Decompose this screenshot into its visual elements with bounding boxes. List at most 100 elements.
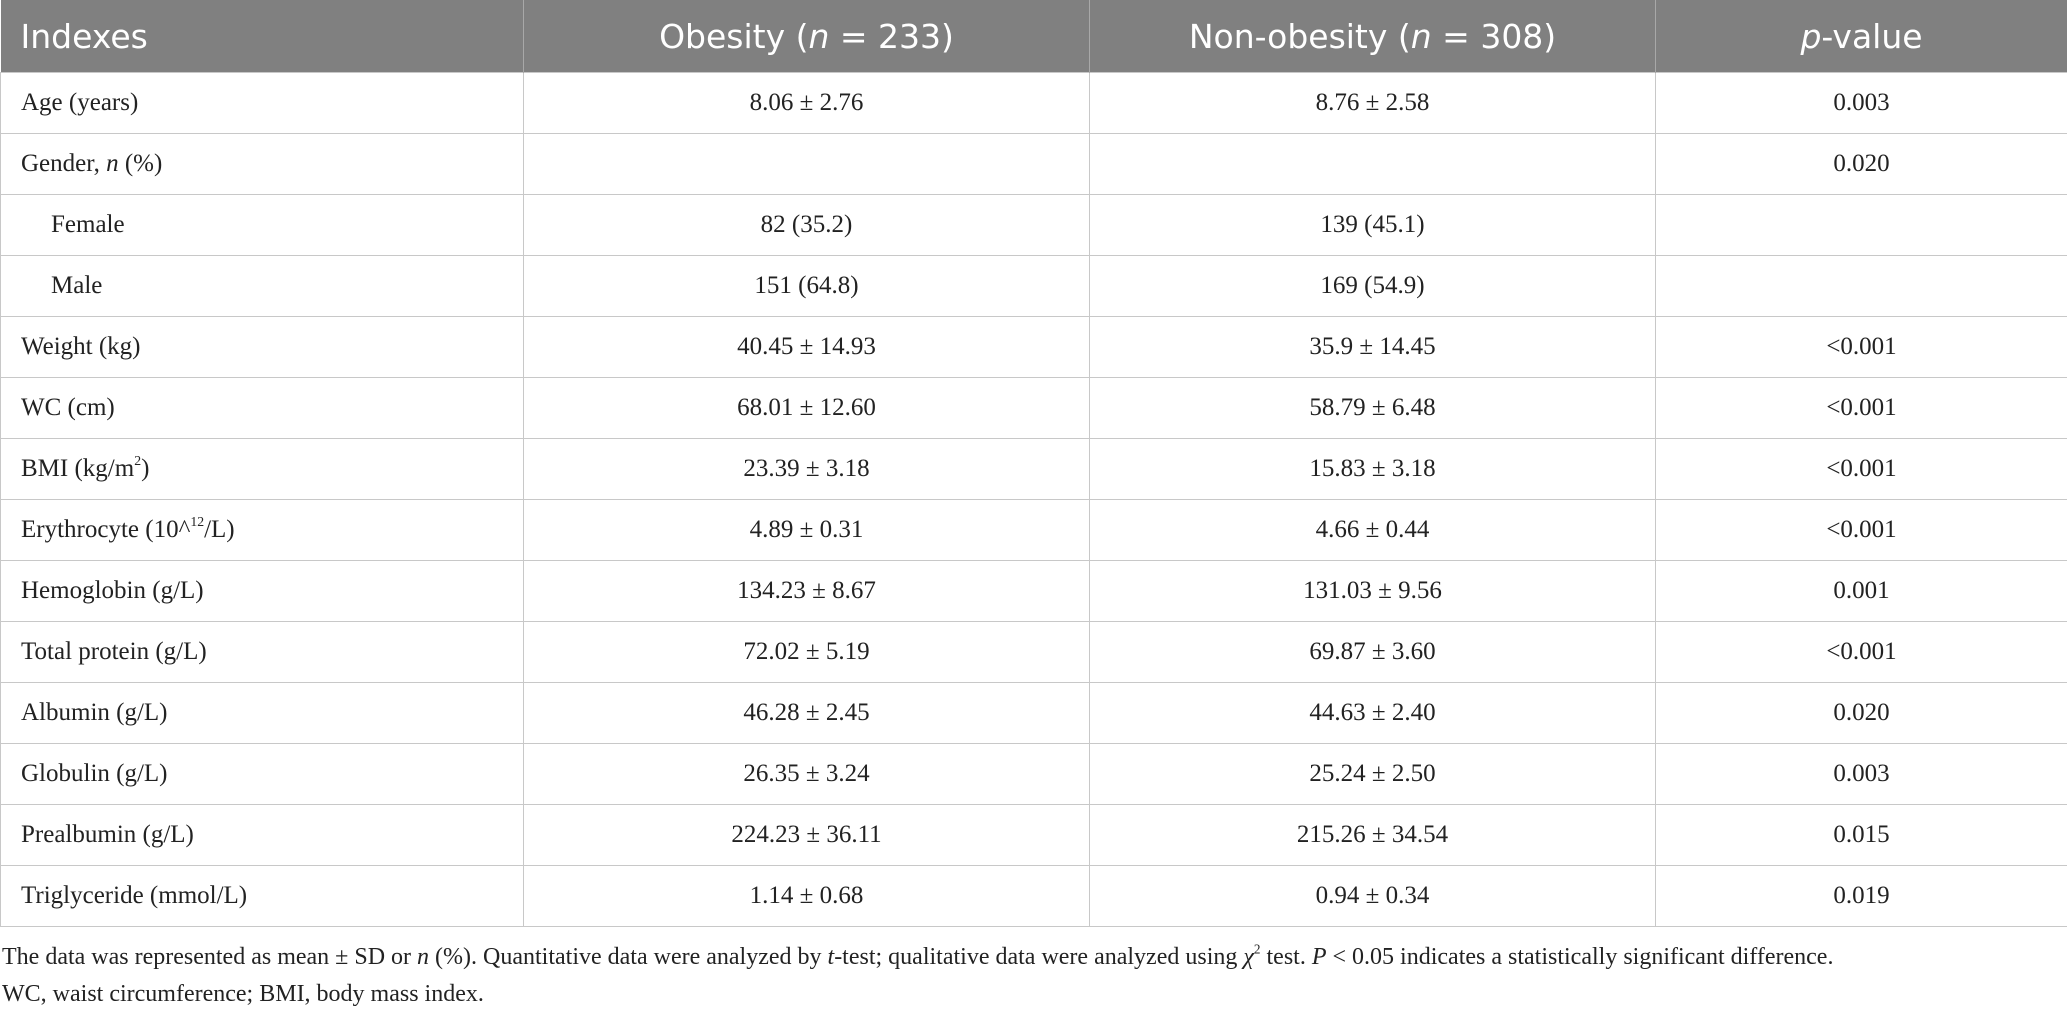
table-cell: 0.003: [1655, 72, 2067, 134]
table-cell: 68.01 ± 12.60: [523, 377, 1090, 439]
table-cell: 25.24 ± 2.50: [1089, 743, 1656, 805]
table-row: Albumin (g/L) 46.28 ± 2.45 44.63 ± 2.40 0.0…: [0, 682, 2067, 744]
table-cell: Albumin (g/L): [0, 682, 524, 744]
table-cell: 0.001: [1655, 560, 2067, 622]
data-table: Indexes Obesity (n = 233) Non-obesity (n =…: [0, 0, 2067, 927]
table-cell: Male: [0, 255, 524, 317]
table-cell: 82 (35.2): [523, 194, 1090, 256]
table-cell: 169 (54.9): [1089, 255, 1656, 317]
text-segment: (%). Quantitative data were analyzed by: [429, 944, 828, 970]
text-segment: Gender,: [21, 150, 107, 177]
table-cell: 215.26 ± 34.54: [1089, 804, 1656, 866]
table-cell: 69.87 ± 3.60: [1089, 621, 1656, 683]
table-row: Globulin (g/L) 26.35 ± 3.24 25.24 ± 2.50 0.…: [0, 743, 2067, 805]
table-row: BMI (kg/m2) 23.39 ± 3.18 15.83 ± 3.18 <0.00…: [0, 438, 2067, 500]
text-segment: n: [417, 944, 430, 970]
table-cell: <0.001: [1655, 621, 2067, 683]
text-segment: t: [827, 944, 835, 970]
table-cell: 15.83 ± 3.18: [1089, 438, 1656, 500]
table-cell: 72.02 ± 5.19: [523, 621, 1090, 683]
text-segment: n: [106, 150, 119, 177]
table-cell: 131.03 ± 9.56: [1089, 560, 1656, 622]
header-cell: Indexes: [0, 0, 524, 73]
table-cell: 1.14 ± 0.68: [523, 865, 1090, 927]
table-cell: 40.45 ± 14.93: [523, 316, 1090, 378]
table-cell: 151 (64.8): [523, 255, 1090, 317]
table-cell: Triglyceride (mmol/L): [0, 865, 524, 927]
footnote: The data was represented as mean ± SD or…: [0, 939, 2067, 1013]
table-cell: 44.63 ± 2.40: [1089, 682, 1656, 744]
text-segment: < 0.05 indicates a statistically signifi…: [1326, 944, 1834, 970]
table-row: Triglyceride (mmol/L) 1.14 ± 0.68 0.94 ± 0…: [0, 865, 2067, 927]
table-cell: WC (cm): [0, 377, 524, 439]
table-cell: Total protein (g/L): [0, 621, 524, 683]
table-cell: 134.23 ± 8.67: [523, 560, 1090, 622]
text-segment: n: [808, 16, 830, 56]
footnote-line: WC, waist circumference; BMI, body mass …: [2, 981, 484, 1007]
text-segment: p: [1800, 16, 1822, 56]
header-cell: p-value: [1655, 0, 2067, 73]
table-cell: <0.001: [1655, 438, 2067, 500]
table-cell: 8.76 ± 2.58: [1089, 72, 1656, 134]
header-row: Indexes Obesity (n = 233) Non-obesity (n =…: [0, 0, 2067, 73]
table-cell: 4.89 ± 0.31: [523, 499, 1090, 561]
table-row: Weight (kg) 40.45 ± 14.93 35.9 ± 14.45 <0.0…: [0, 316, 2067, 378]
text-segment: Obesity (: [659, 16, 809, 56]
footnote-line: The data was represented as mean ± SD or…: [2, 939, 2067, 976]
table-cell: 0.020: [1655, 682, 2067, 744]
table-row: Female 82 (35.2) 139 (45.1): [0, 194, 2067, 256]
table-cell: [1089, 133, 1656, 195]
table-row: Age (years) 8.06 ± 2.76 8.76 ± 2.58 0.003: [0, 72, 2067, 134]
table-cell: Female: [0, 194, 524, 256]
table-cell: Globulin (g/L): [0, 743, 524, 805]
table-cell: <0.001: [1655, 316, 2067, 378]
table-row: WC (cm) 68.01 ± 12.60 58.79 ± 6.48 <0.001: [0, 377, 2067, 439]
table-cell: <0.001: [1655, 377, 2067, 439]
table-row: Prealbumin (g/L) 224.23 ± 36.11 215.26 ± 3…: [0, 804, 2067, 866]
text-segment: 2: [134, 453, 142, 468]
table-cell: [1655, 194, 2067, 256]
table-cell: 0.015: [1655, 804, 2067, 866]
table-cell: [1655, 255, 2067, 317]
table-cell: 35.9 ± 14.45: [1089, 316, 1656, 378]
table-cell: 0.019: [1655, 865, 2067, 927]
text-segment: (%): [118, 150, 163, 177]
text-segment: BMI (kg/m: [21, 455, 135, 482]
table-cell: 46.28 ± 2.45: [523, 682, 1090, 744]
table-cell: 4.66 ± 0.44: [1089, 499, 1656, 561]
text-segment: = 233): [829, 16, 954, 56]
text-segment: The data was represented as mean ± SD or: [2, 944, 418, 970]
text-segment: Erythrocyte (10^: [21, 516, 191, 543]
table-cell: Hemoglobin (g/L): [0, 560, 524, 622]
text-segment: 12: [190, 514, 205, 529]
table-cell: Prealbumin (g/L): [0, 804, 524, 866]
table-cell: Erythrocyte (10^12/L): [0, 499, 524, 561]
text-segment: /L): [204, 516, 235, 543]
text-segment: = 308): [1431, 16, 1557, 56]
text-segment: 2: [1253, 941, 1261, 957]
table-body: Age (years) 8.06 ± 2.76 8.76 ± 2.58 0.003 Ge…: [0, 72, 2067, 927]
table-cell: 139 (45.1): [1089, 194, 1656, 256]
table-row: Male 151 (64.8) 169 (54.9): [0, 255, 2067, 317]
table-cell: BMI (kg/m2): [0, 438, 524, 500]
text-segment: test.: [1260, 944, 1312, 970]
text-segment: -value: [1821, 16, 1923, 56]
text-segment: ): [141, 455, 150, 482]
text-segment: n: [1410, 16, 1432, 56]
table-cell: 26.35 ± 3.24: [523, 743, 1090, 805]
table-cell: 0.94 ± 0.34: [1089, 865, 1656, 927]
table-row: Total protein (g/L) 72.02 ± 5.19 69.87 ± 3…: [0, 621, 2067, 683]
text-segment: χ: [1243, 944, 1254, 970]
table-cell: [523, 133, 1090, 195]
table-cell: 58.79 ± 6.48: [1089, 377, 1656, 439]
header-cell: Non-obesity (n = 308): [1089, 0, 1656, 73]
table-cell: 224.23 ± 36.11: [523, 804, 1090, 866]
table-cell: Age (years): [0, 72, 524, 134]
table-cell: 0.003: [1655, 743, 2067, 805]
table-row: Hemoglobin (g/L) 134.23 ± 8.67 131.03 ± 9.…: [0, 560, 2067, 622]
table-row: Gender, n (%) 0.020: [0, 133, 2067, 195]
table-cell: 0.020: [1655, 133, 2067, 195]
table-cell: <0.001: [1655, 499, 2067, 561]
table-cell: 8.06 ± 2.76: [523, 72, 1090, 134]
